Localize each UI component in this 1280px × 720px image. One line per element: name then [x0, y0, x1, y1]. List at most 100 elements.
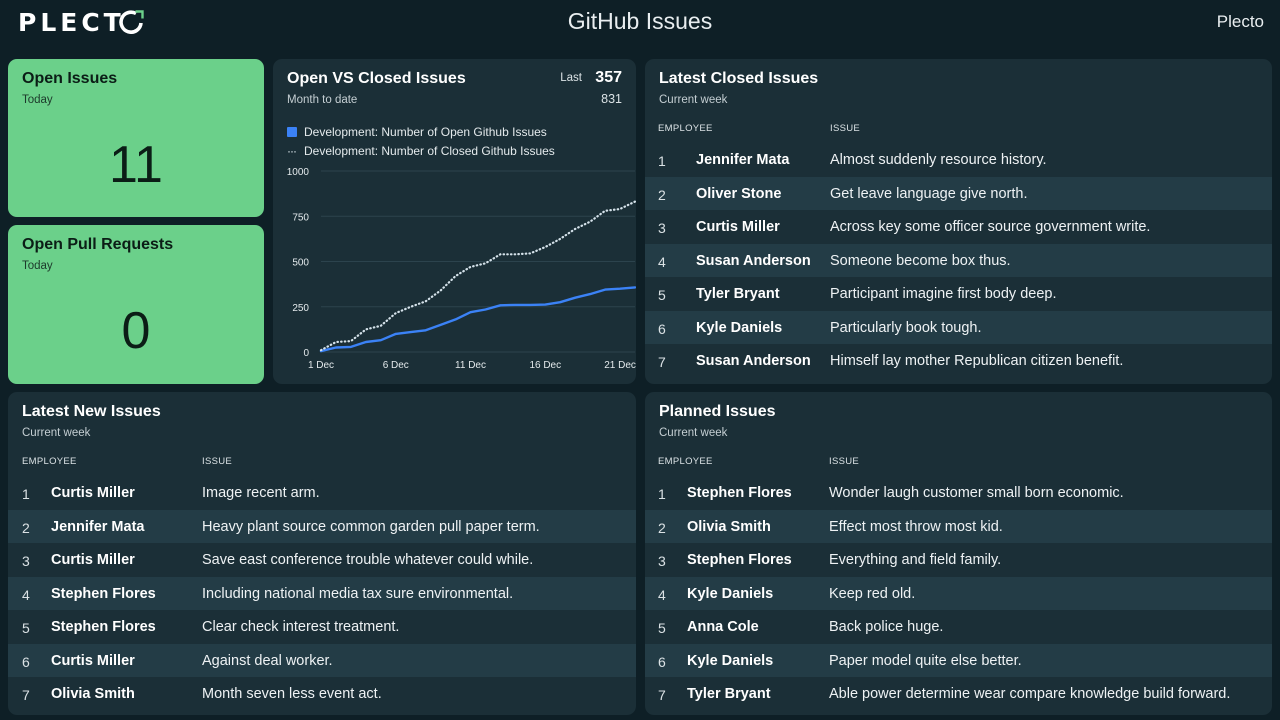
row-number: 1 [22, 486, 30, 502]
card-period: Current week [659, 427, 728, 439]
row-number: 3 [22, 553, 30, 569]
open-issues-series-line [319, 286, 636, 353]
table-row[interactable]: 4 Susan Anderson Someone become box thus. [645, 243, 1272, 277]
employee-name: Stephen Flores [51, 585, 156, 602]
logo-o-icon [119, 10, 144, 34]
table-row[interactable]: 7 Susan Anderson Himself lay mother Republ… [645, 344, 1272, 378]
open-vs-closed-card[interactable]: 1000 750 500 250 0 1 Dec 6 Dec 11 Dec 16 Dec 21 D… [273, 59, 636, 384]
table-row[interactable]: 1 Jennifer Mata Almost suddenly resource h… [645, 143, 1272, 177]
issue-title: Someone become box thus. [830, 252, 1011, 269]
line-chart: 1000 750 500 250 01 Dec 6 Dec 11 Dec 16 Dec 21 D… [287, 167, 636, 371]
card-title: Latest New Issues [22, 403, 161, 420]
card-period: Month to date [287, 94, 358, 106]
table-row[interactable]: 5 Stephen Flores Clear check interest trea… [8, 610, 636, 644]
table-row[interactable]: 4 Stephen Flores Including national media … [8, 576, 636, 610]
table-row[interactable]: 6 Curtis Miller Against deal worker. [8, 643, 636, 677]
legend-label: Development: Number of Open Github Issue… [304, 124, 547, 139]
employee-name: Curtis Miller [696, 219, 780, 235]
x-tick-label: 6 Dec [383, 360, 409, 371]
employee-name: Jennifer Mata [51, 518, 145, 535]
issue-column-header: ISSUE [830, 123, 861, 134]
x-tick-label: 16 Dec [529, 360, 561, 371]
employee-name: Jennifer Mata [696, 152, 790, 168]
last-label: Last [560, 72, 582, 84]
issue-title: Heavy plant source common garden pull pa… [202, 518, 540, 535]
table-row[interactable]: 2 Oliver Stone Get leave language give nor… [645, 176, 1272, 210]
employee-name: Susan Anderson [696, 353, 811, 369]
legend-item-closed[interactable]: ··· Development: Number of Closed Github… [287, 141, 555, 160]
row-number: 6 [22, 653, 30, 670]
card-title: Open Issues [22, 70, 118, 87]
dashboard-title: GitHub Issues [567, 8, 713, 34]
employee-name: Kyle Daniels [687, 652, 774, 669]
issue-column-header: ISSUE [829, 456, 860, 467]
row-number: 7 [22, 687, 30, 703]
employee-name: Olivia Smith [51, 686, 135, 702]
row-number: 4 [22, 586, 30, 603]
employee-name: Stephen Flores [687, 552, 792, 568]
table-row[interactable]: 6 Kyle Daniels Particularly book tough. [645, 310, 1272, 344]
issue-list: 1 Curtis Miller Image recent arm. 2 Jennifer… [8, 476, 636, 711]
row-number: 6 [658, 320, 666, 337]
table-row[interactable]: 5 Tyler Bryant Participant imagine first b… [645, 277, 1272, 311]
issue-list: 1 Jennifer Mata Almost suddenly resource h… [645, 143, 1272, 378]
open-prs-value: 0 [121, 302, 151, 360]
employee-column-header: EMPLOYEE [658, 123, 713, 134]
row-number: 3 [658, 220, 666, 236]
row-number: 2 [658, 519, 666, 536]
open-issues-card[interactable]: Open Issues Today 11 [8, 59, 264, 217]
table-row[interactable]: 7 Olivia Smith Month seven less event act. [8, 677, 636, 711]
employee-name: Curtis Miller [51, 552, 135, 568]
table-row[interactable]: 3 Curtis Miller Save east conference troub… [8, 543, 636, 577]
table-row[interactable]: 5 Anna Cole Back police huge. [645, 610, 1272, 644]
y-tick-label: 0 [303, 348, 309, 359]
table-row[interactable]: 7 Tyler Bryant Able power determine wear c… [645, 677, 1272, 711]
issue-column-header: ISSUE [202, 456, 233, 467]
issue-title: Himself lay mother Republican citizen be… [830, 353, 1124, 369]
planned-issues-card[interactable]: Planned Issues Current week EMPLOYEE ISS… [645, 392, 1272, 715]
employee-name: Curtis Miller [51, 652, 135, 669]
issue-list: 1 Stephen Flores Wonder laugh customer sma… [645, 476, 1272, 711]
row-number: 5 [658, 287, 666, 303]
table-row[interactable]: 4 Kyle Daniels Keep red old. [645, 576, 1272, 610]
table-row[interactable]: 6 Kyle Daniels Paper model quite else bett… [645, 643, 1272, 677]
row-number: 5 [658, 620, 666, 636]
table-row[interactable]: 1 Stephen Flores Wonder laugh customer sma… [645, 476, 1272, 510]
card-title: Planned Issues [659, 403, 776, 420]
top-bar: PLECT GitHub Issues Plecto [0, 0, 1280, 44]
issue-title: Participant imagine first body deep. [830, 286, 1057, 302]
issue-title: Keep red old. [829, 585, 916, 602]
square-swatch-icon [287, 126, 297, 137]
legend-item-open[interactable]: Development: Number of Open Github Issue… [287, 122, 555, 141]
table-row[interactable]: 2 Jennifer Mata Heavy plant source common … [8, 509, 636, 543]
dotted-line-swatch-icon: ··· [287, 143, 297, 158]
employee-name: Stephen Flores [51, 619, 156, 635]
x-tick-label: 21 Dec [604, 360, 636, 371]
issue-title: Particularly book tough. [830, 319, 982, 336]
row-number: 6 [658, 653, 666, 670]
row-number: 3 [658, 553, 666, 569]
employee-column-header: EMPLOYEE [22, 456, 77, 467]
latest-new-issues-card[interactable]: Latest New Issues Current week EMPLOYEE … [8, 392, 636, 715]
table-row[interactable]: 3 Curtis Miller Across key some officer so… [645, 210, 1272, 244]
row-number: 4 [658, 586, 666, 603]
issue-title: Image recent arm. [202, 485, 320, 501]
open-pull-requests-card[interactable]: Open Pull Requests Today 0 [8, 225, 264, 384]
table-row[interactable]: 1 Curtis Miller Image recent arm. [8, 476, 636, 510]
issue-title: Everything and field family. [829, 552, 1002, 568]
employee-name: Tyler Bryant [696, 286, 780, 302]
row-number: 1 [658, 153, 666, 169]
issue-title: Almost suddenly resource history. [830, 152, 1047, 168]
open-issues-value: 11 [109, 136, 163, 194]
latest-closed-issues-card[interactable]: Latest Closed Issues Current week EMPLOY… [645, 59, 1272, 384]
plecto-logo[interactable]: PLECT [18, 8, 125, 37]
employee-name: Anna Cole [687, 619, 759, 635]
row-number: 2 [658, 186, 666, 203]
table-row[interactable]: 3 Stephen Flores Everything and field fami… [645, 543, 1272, 577]
employee-column-header: EMPLOYEE [658, 456, 713, 467]
table-row[interactable]: 2 Olivia Smith Effect most throw most kid. [645, 509, 1272, 543]
account-name[interactable]: Plecto [1216, 12, 1264, 31]
card-title: Open Pull Requests [22, 236, 174, 253]
closed-issues-series-line [319, 200, 636, 352]
employee-name: Kyle Daniels [687, 585, 774, 602]
